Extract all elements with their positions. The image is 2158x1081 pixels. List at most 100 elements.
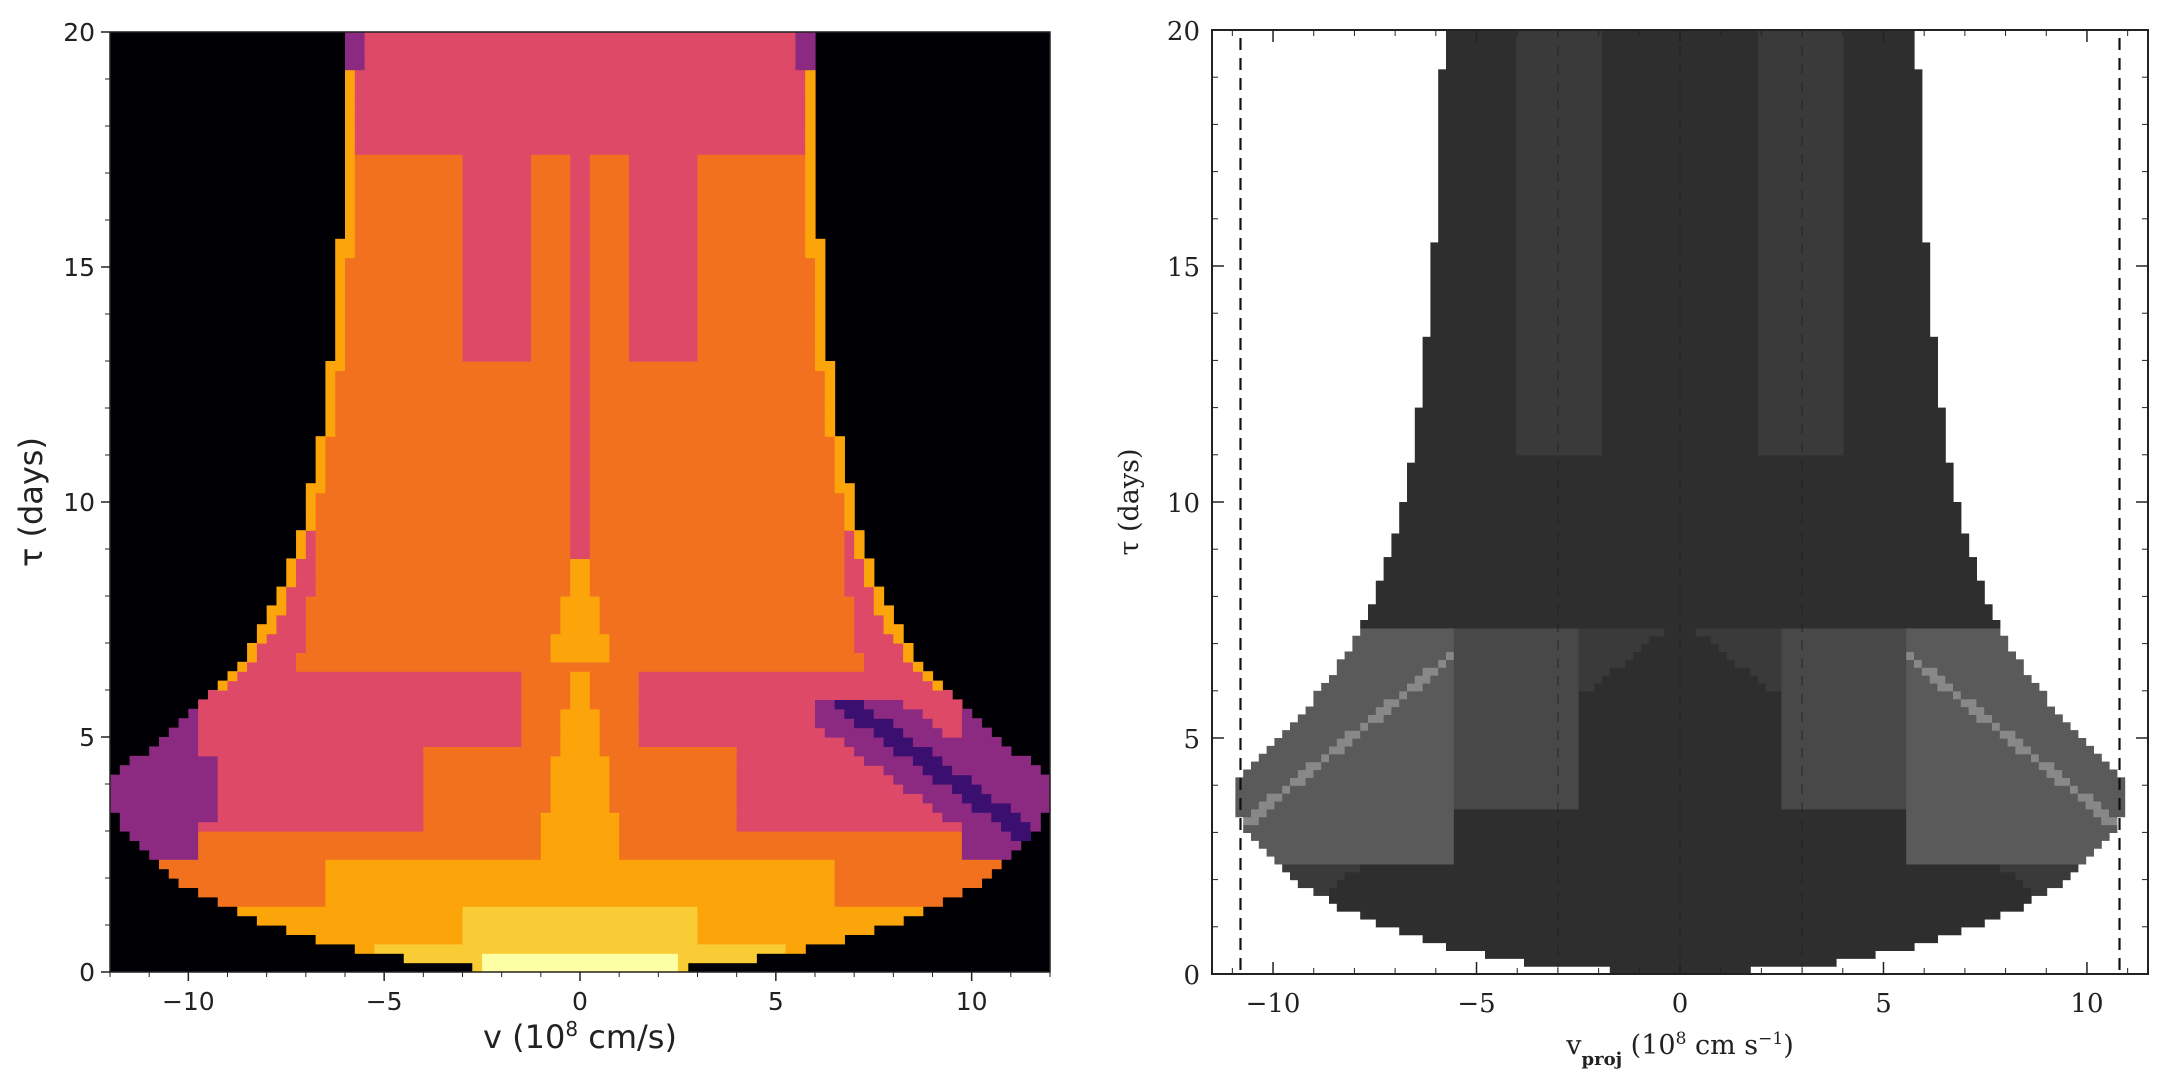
heatmap-cell <box>531 323 571 334</box>
heatmap-cell <box>2015 730 2079 739</box>
heatmap-cell <box>1266 848 1455 857</box>
left-heatmap <box>110 32 1051 973</box>
heatmap-cell <box>1758 328 1845 338</box>
heatmap-cell <box>158 737 199 747</box>
heatmap-cell <box>1516 376 1603 385</box>
heatmap-cell <box>1976 714 1993 723</box>
heatmap-cell <box>912 755 943 766</box>
heatmap-cell <box>1305 777 1455 786</box>
heatmap-cell <box>893 718 934 729</box>
heatmap-cell <box>1968 706 1985 715</box>
heatmap-cell <box>570 342 591 353</box>
heatmap-cell <box>961 708 973 719</box>
heatmap-cell <box>1251 761 1307 771</box>
heatmap-cell <box>697 173 806 183</box>
heatmap-cell <box>599 746 738 757</box>
heatmap-cell <box>922 671 934 682</box>
heatmap-cell <box>589 182 630 193</box>
heatmap-cell <box>863 652 904 663</box>
heatmap-cell <box>1758 179 1845 188</box>
heatmap-cell <box>345 163 356 174</box>
heatmap-cell <box>873 586 885 597</box>
heatmap-cell <box>364 32 797 42</box>
heatmap-cell <box>325 896 836 907</box>
heatmap-cell <box>1516 321 1603 330</box>
heatmap-cell <box>1430 297 1517 306</box>
heatmap-cell <box>1578 659 1626 668</box>
heatmap-cell <box>1758 226 1845 236</box>
heatmap-cell <box>1438 187 1517 196</box>
heatmap-cell <box>1843 203 1923 212</box>
heatmap-cell <box>1383 698 1400 708</box>
heatmap-cell <box>589 342 630 353</box>
heatmap-cell <box>697 267 816 277</box>
heatmap-cell <box>609 633 855 644</box>
heatmap-cell <box>305 483 327 494</box>
heatmap-cell <box>1843 30 1915 39</box>
heatmap-cell <box>805 107 816 118</box>
heatmap-cell <box>315 558 571 569</box>
heatmap-cell <box>1602 250 1759 259</box>
heatmap-cell <box>883 737 914 747</box>
heatmap-cell <box>1999 722 2071 731</box>
heatmap-cell <box>462 163 532 174</box>
heatmap-cell <box>1602 360 1759 369</box>
heatmap-cell <box>1914 659 1923 668</box>
heatmap-cell <box>531 154 571 165</box>
heatmap-cell <box>1414 454 1946 464</box>
heatmap-cell <box>844 549 855 559</box>
heatmap-cell <box>805 144 816 155</box>
heatmap-cell <box>472 962 483 973</box>
heatmap-cell <box>1446 651 1455 660</box>
heatmap-cell <box>1375 706 1392 715</box>
heatmap-cell <box>815 276 826 287</box>
heatmap-cell <box>1906 761 2040 771</box>
heatmap-cell <box>815 267 826 277</box>
heatmap-cell <box>1453 769 1580 778</box>
heatmap-cell <box>628 173 699 183</box>
heatmap-cell <box>1430 281 1517 291</box>
heatmap-cell <box>1758 431 1845 440</box>
heatmap-cell <box>1336 738 1353 747</box>
heatmap-cell <box>834 868 992 879</box>
heatmap-cell <box>1906 706 1970 715</box>
heatmap-cell <box>1360 730 1455 739</box>
heatmap-cell <box>589 464 836 475</box>
heatmap-cell <box>1274 738 1338 747</box>
heatmap-cell <box>149 849 199 860</box>
heatmap-cell <box>1758 305 1845 314</box>
heatmap-cell <box>2070 785 2079 794</box>
heatmap-cell <box>628 276 699 287</box>
heatmap-cell <box>1438 226 1517 236</box>
heatmap-cell <box>345 41 366 52</box>
heatmap-cell <box>550 802 610 813</box>
heatmap-cell <box>1282 785 1291 794</box>
heatmap-cell <box>354 88 806 99</box>
heatmap-cell <box>854 549 865 559</box>
heatmap-cell <box>1001 821 1032 832</box>
heatmap-cell <box>589 295 630 306</box>
heatmap-cell <box>305 502 317 512</box>
heatmap-cell <box>1266 793 1283 802</box>
heatmap-cell <box>863 661 914 672</box>
heatmap-cell <box>961 849 1012 860</box>
heatmap-cell <box>1290 777 1307 786</box>
heatmap-cell <box>961 831 1012 841</box>
heatmap-cell <box>697 248 806 259</box>
heatmap-cell <box>1243 816 1260 826</box>
heatmap-cell <box>736 784 904 794</box>
heatmap-cell <box>354 191 464 202</box>
heatmap-cell <box>315 567 571 578</box>
heatmap-cell <box>589 276 630 287</box>
heatmap-cell <box>1781 635 1907 645</box>
heatmap-cell <box>1781 769 1907 778</box>
heatmap-cell <box>1758 336 1845 346</box>
heatmap-cell <box>638 727 826 738</box>
heatmap-cell <box>286 605 307 616</box>
heatmap-cell <box>139 840 199 851</box>
heatmap-cell <box>256 624 278 635</box>
heatmap-cell <box>1407 470 1954 479</box>
heatmap-cell <box>2077 793 2094 802</box>
heatmap-cell <box>531 285 571 296</box>
right-x-axis-title: vproj (108 cm s−1) <box>1565 1029 1794 1070</box>
